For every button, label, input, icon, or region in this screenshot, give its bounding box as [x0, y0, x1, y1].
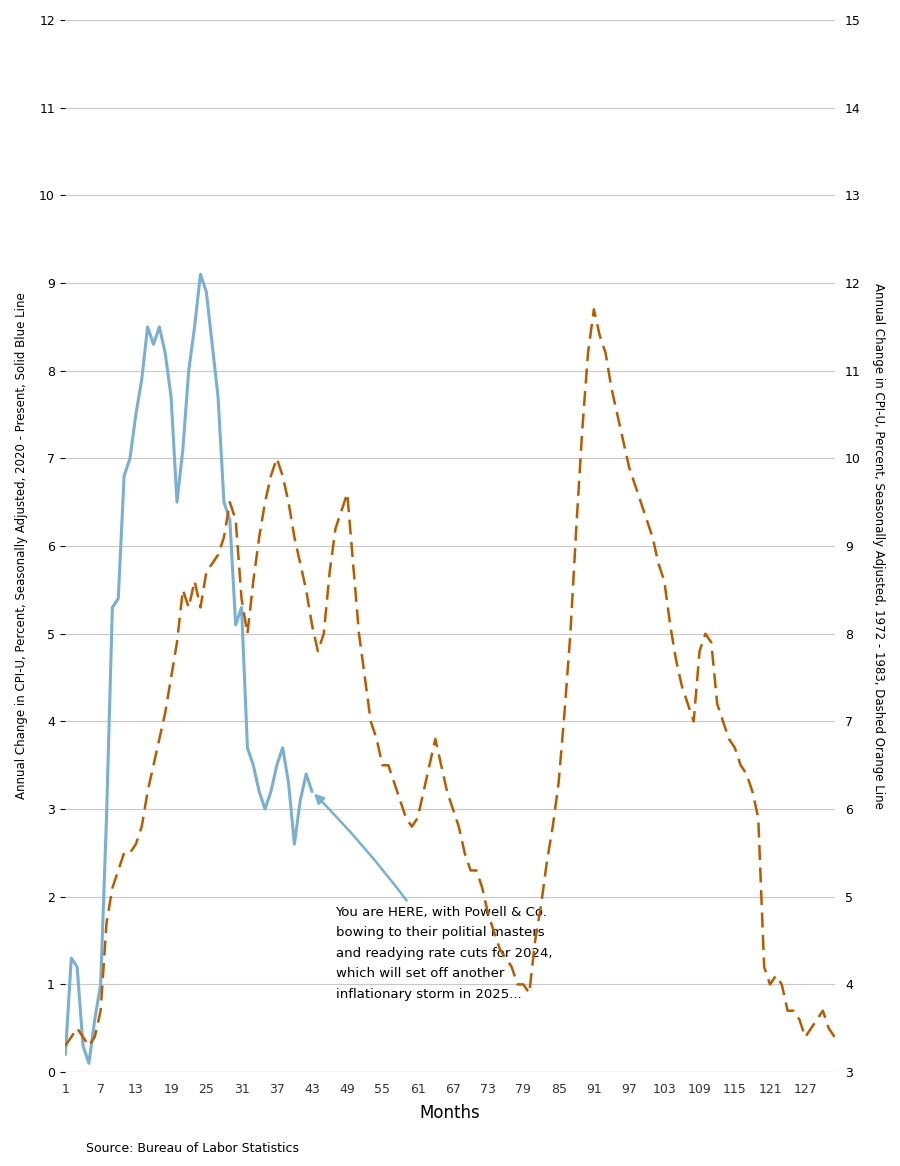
X-axis label: Months: Months [419, 1104, 481, 1122]
Y-axis label: Annual Change in CPI-U, Percent, Seasonally Adjusted, 2020 - Present, Solid Blue: Annual Change in CPI-U, Percent, Seasona… [15, 293, 28, 800]
Text: You are HERE, with Powell & Co.
bowing to their politial masters
and readying ra: You are HERE, with Powell & Co. bowing t… [316, 795, 552, 1000]
Y-axis label: Annual Change in CPI-U, Percent, Seasonally Adjusted, 1972 - 1983, Dashed Orange: Annual Change in CPI-U, Percent, Seasona… [872, 283, 885, 809]
Text: Source: Bureau of Labor Statistics: Source: Bureau of Labor Statistics [86, 1142, 299, 1156]
